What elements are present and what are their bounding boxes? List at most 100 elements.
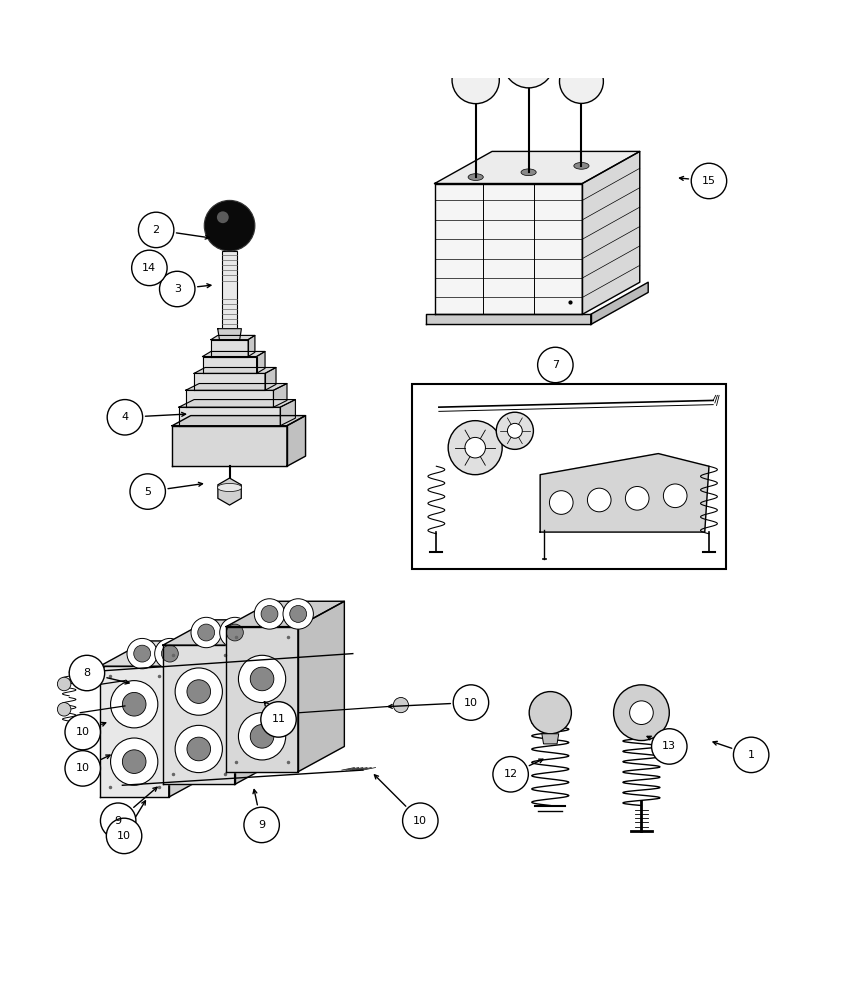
- Polygon shape: [222, 251, 237, 329]
- Bar: [412, 384, 726, 569]
- Circle shape: [403, 803, 438, 838]
- Text: 10: 10: [76, 763, 89, 773]
- Polygon shape: [100, 641, 215, 666]
- Circle shape: [250, 667, 273, 691]
- Circle shape: [496, 412, 533, 449]
- Text: 3: 3: [174, 284, 181, 294]
- Polygon shape: [203, 357, 257, 373]
- Circle shape: [283, 599, 313, 629]
- Circle shape: [733, 737, 769, 773]
- Ellipse shape: [468, 174, 484, 180]
- Circle shape: [493, 757, 528, 792]
- Circle shape: [614, 685, 669, 741]
- Polygon shape: [211, 340, 248, 357]
- Circle shape: [625, 486, 649, 510]
- Polygon shape: [542, 734, 559, 744]
- Circle shape: [111, 681, 158, 728]
- Ellipse shape: [218, 483, 241, 492]
- Circle shape: [133, 645, 150, 662]
- Polygon shape: [435, 184, 582, 314]
- Polygon shape: [248, 335, 255, 357]
- Polygon shape: [211, 335, 255, 340]
- Polygon shape: [582, 151, 640, 314]
- Text: 7: 7: [552, 360, 559, 370]
- Text: 9: 9: [258, 820, 265, 830]
- Circle shape: [111, 738, 158, 785]
- Circle shape: [226, 624, 243, 641]
- Text: 11: 11: [272, 714, 285, 724]
- Circle shape: [630, 701, 653, 725]
- Circle shape: [587, 488, 611, 512]
- Circle shape: [187, 737, 211, 761]
- Polygon shape: [235, 620, 281, 784]
- Text: 13: 13: [663, 741, 676, 751]
- Circle shape: [138, 212, 174, 248]
- Polygon shape: [591, 282, 648, 324]
- Ellipse shape: [574, 162, 589, 169]
- Polygon shape: [169, 641, 215, 797]
- Circle shape: [130, 474, 165, 509]
- Polygon shape: [172, 416, 306, 426]
- Circle shape: [176, 668, 223, 715]
- Circle shape: [127, 638, 157, 669]
- Text: 15: 15: [702, 176, 716, 186]
- Polygon shape: [540, 454, 709, 532]
- Circle shape: [250, 725, 273, 748]
- Polygon shape: [218, 478, 241, 505]
- Circle shape: [503, 37, 554, 88]
- Polygon shape: [179, 407, 280, 426]
- Polygon shape: [100, 666, 169, 797]
- Text: 14: 14: [143, 263, 156, 273]
- Circle shape: [106, 818, 142, 854]
- Circle shape: [65, 714, 100, 750]
- Polygon shape: [194, 367, 276, 373]
- Circle shape: [261, 702, 296, 737]
- Polygon shape: [273, 384, 287, 407]
- Text: 10: 10: [414, 816, 427, 826]
- Circle shape: [160, 271, 195, 307]
- Circle shape: [549, 491, 573, 514]
- Polygon shape: [163, 620, 281, 645]
- Circle shape: [69, 655, 105, 691]
- Circle shape: [176, 725, 223, 773]
- Circle shape: [254, 599, 284, 629]
- Polygon shape: [226, 601, 344, 627]
- Polygon shape: [426, 314, 591, 324]
- Circle shape: [204, 200, 255, 251]
- Circle shape: [244, 807, 279, 843]
- Polygon shape: [179, 400, 295, 407]
- Polygon shape: [218, 329, 241, 340]
- Polygon shape: [257, 351, 265, 373]
- Circle shape: [57, 703, 71, 716]
- Text: 2: 2: [153, 225, 160, 235]
- Circle shape: [65, 751, 100, 786]
- Circle shape: [393, 697, 408, 713]
- Circle shape: [191, 617, 221, 648]
- Circle shape: [529, 692, 571, 734]
- Circle shape: [197, 624, 214, 641]
- Polygon shape: [435, 151, 640, 184]
- Circle shape: [663, 484, 687, 508]
- Circle shape: [107, 400, 143, 435]
- Circle shape: [100, 803, 136, 838]
- Polygon shape: [280, 400, 295, 426]
- Text: 9: 9: [115, 816, 122, 826]
- Polygon shape: [287, 416, 306, 466]
- Circle shape: [538, 347, 573, 383]
- Polygon shape: [265, 367, 276, 390]
- Text: 10: 10: [117, 831, 131, 841]
- Circle shape: [57, 677, 71, 691]
- Circle shape: [560, 60, 603, 103]
- Circle shape: [289, 606, 306, 622]
- Text: 10: 10: [76, 727, 89, 737]
- Circle shape: [652, 729, 687, 764]
- Text: 12: 12: [504, 769, 517, 779]
- Circle shape: [154, 638, 185, 669]
- Circle shape: [448, 421, 502, 475]
- Circle shape: [452, 56, 500, 104]
- Polygon shape: [163, 645, 235, 784]
- Text: 1: 1: [748, 750, 755, 760]
- Polygon shape: [203, 351, 265, 357]
- Ellipse shape: [521, 169, 536, 176]
- Text: 8: 8: [84, 668, 90, 678]
